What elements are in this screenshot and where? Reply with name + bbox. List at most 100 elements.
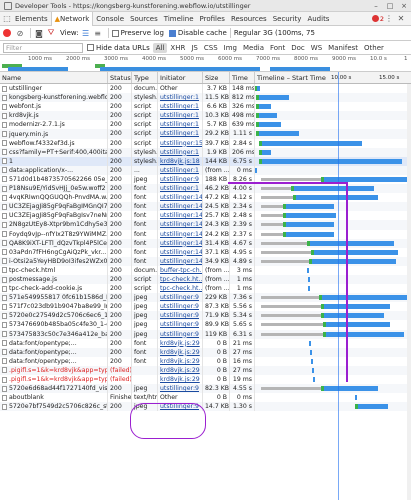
initiator-link[interactable]: utstillinger:1 [160, 130, 199, 138]
request-row[interactable]: data:application/x-... 200... utstillinger… [0, 165, 411, 175]
request-row[interactable]: 5720e0c27549d2c5706c6ec6_1-i... 200 jpeg ut… [0, 311, 411, 321]
request-row[interactable]: data:font/opentype;... 200 font krd8vjk.js:… [0, 356, 411, 366]
initiator-link[interactable]: utstillinger:14 [160, 257, 203, 265]
camera-icon[interactable]: ◙ [35, 28, 43, 38]
request-row[interactable]: QA8K9iXT-LFTl_dQzvTkpl4P5lCex... 200 font u… [0, 238, 411, 248]
initiator-link[interactable]: tpc-check.ht... [160, 275, 203, 283]
disable-cache-checkbox[interactable] [168, 29, 176, 37]
initiator-link[interactable]: tpc-check.ht... [160, 285, 203, 293]
filter-type-other[interactable]: Other [364, 43, 384, 52]
initiator-link[interactable]: utstillinger:14 [160, 203, 203, 211]
col-initiator[interactable]: Initiator [158, 72, 203, 83]
initiator-link[interactable]: krd8vjk.js:29 [160, 339, 200, 347]
initiator-link[interactable]: utstillinger:14 [160, 212, 203, 220]
request-row[interactable]: 571d0d1b4873570562266 05e_Er...200jpegut… [0, 174, 411, 185]
tab-profiles[interactable]: Profiles [199, 14, 225, 23]
request-row[interactable]: 5720e7bf7549d2c5706c826c_sta... 200 jpeg ut… [0, 402, 411, 412]
throttling-select[interactable]: Regular 3G (100ms, 75 [233, 29, 315, 37]
initiator-link[interactable]: utstillinger:9 [160, 385, 199, 393]
initiator-link[interactable]: utstillinger:1 [160, 94, 199, 102]
tab-elements[interactable]: Elements [15, 14, 48, 23]
initiator-link[interactable]: utstillinger:14 [160, 194, 203, 202]
close-button[interactable]: × [401, 1, 407, 10]
request-row[interactable]: modernizr-2.7.1.js 200 script utstillinger:… [0, 120, 411, 130]
initiator-link[interactable]: utstillinger:15 [160, 139, 203, 147]
request-row[interactable]: P18Nsu9E/YidSvHJj_0e5w.woff2 200 font utsti… [0, 184, 411, 194]
waterfall-view-icon[interactable]: ≡ [94, 28, 101, 38]
request-list-scrollbar[interactable] [407, 84, 411, 500]
tab-security[interactable]: Security [272, 14, 302, 23]
element-picker-icon[interactable]: ⬚ [3, 14, 11, 23]
initiator-link[interactable]: utstillinger:9 [160, 321, 199, 329]
request-row[interactable]: .pigifl.s=1&k=krd8vjk&app=type... (failed… [0, 365, 411, 375]
filter-type-all[interactable]: All [152, 42, 168, 53]
col-size[interactable]: Size [203, 72, 230, 83]
initiator-link[interactable]: utstillinger:9 [160, 312, 199, 320]
maximize-button[interactable]: □ [386, 1, 394, 10]
request-row[interactable]: css?family=PT+Serif:400,400ital... 200 sty… [0, 147, 411, 157]
filter-type-ws[interactable]: WS [310, 43, 323, 52]
filter-type-js[interactable]: JS [191, 43, 198, 52]
record-icon[interactable] [3, 29, 11, 37]
filter-input[interactable]: Filter [3, 42, 83, 53]
filter-type-media[interactable]: Media [242, 43, 264, 52]
tab-sources[interactable]: Sources [130, 14, 158, 23]
col-time[interactable]: Time [230, 72, 255, 83]
request-row[interactable]: jquery.min.js 200 script utstillinger:1 29.2… [0, 129, 411, 139]
initiator-link[interactable]: krd8vjk.js:18 [160, 157, 200, 165]
tab-console[interactable]: Console [96, 14, 125, 23]
request-row[interactable]: 03aPdn7fFH6ngCgAiQzPk_vkr... 200 font utsti… [0, 247, 411, 257]
initiator-link[interactable]: krd8vjk.js:29 [160, 348, 200, 356]
request-row[interactable]: 2N8gzUtEy8-Xtpr9bm1Cdhy5e3... 200 font utst… [0, 220, 411, 230]
initiator-link[interactable]: krd8vjk.js:29 [160, 366, 200, 374]
request-row[interactable]: data:font/opentype;... 200 font krd8vjk.js:… [0, 347, 411, 357]
overview-timeline[interactable]: 1000 ms 2000 ms 3000 ms 4000 ms 5000 ms … [0, 55, 411, 72]
close-devtools-icon[interactable]: ✕ [397, 14, 405, 23]
initiator-link[interactable]: utstillinger:14 [160, 221, 203, 229]
clear-icon[interactable]: ⊘ [16, 28, 24, 38]
initiator-link[interactable]: utstillinger:9 [160, 175, 199, 183]
filter-icon[interactable]: ⛛ [47, 28, 55, 37]
initiator-link[interactable]: utstillinger:1 [160, 185, 199, 193]
initiator-link[interactable]: krd8vjk.js:29 [160, 376, 200, 383]
request-row[interactable]: webfont.js 200 script utstillinger:1 6.6 KB 3… [0, 102, 411, 112]
settings-menu-icon[interactable]: ⋮ [385, 14, 393, 23]
filter-type-img[interactable]: Img [223, 43, 237, 52]
filter-type-manifest[interactable]: Manifest [328, 43, 359, 52]
request-row[interactable]: 573476690b485ba05c4fe30_1-e... 200 jpeg uts… [0, 320, 411, 330]
request-row[interactable]: kongsberg-kunstforening.webflo... 200 styl… [0, 93, 411, 103]
request-row[interactable]: postmessage.js 200 script tpc-check.ht... (f… [0, 274, 411, 285]
initiator-link[interactable]: utstillinger:1 [160, 121, 199, 129]
request-row[interactable]: 571f7c023db91b9047ba8e99_Inc...200jpegut… [0, 302, 411, 312]
request-row[interactable]: webflow.f4332ef3d.js 200 script utstillinge… [0, 138, 411, 148]
initiator-link[interactable]: buffer-tpc-ch... [160, 266, 203, 274]
tab-audits[interactable]: Audits [307, 14, 330, 23]
request-row[interactable]: 5720e6d68ad44f1727140fd_vis... 200 jpeg uts… [0, 384, 411, 394]
initiator-link[interactable]: utstillinger:14 [160, 248, 203, 256]
filter-type-css[interactable]: CSS [203, 43, 218, 52]
initiator-link[interactable]: utstillinger:9 [160, 403, 199, 411]
request-row[interactable]: 573475833c50c7e346a412e_ba... 200 jpeg utst… [0, 329, 411, 339]
request-row[interactable]: tpc-check.html200docum...buffer-tpc-ch..… [0, 265, 411, 275]
initiator-link[interactable]: utstillinger:1 [160, 103, 199, 111]
request-row[interactable]: data:font/opentype;... 200 font krd8vjk.js:… [0, 338, 411, 348]
filter-type-doc[interactable]: Doc [291, 43, 305, 52]
initiator-link[interactable]: utstillinger:14 [160, 239, 203, 247]
col-waterfall[interactable]: Timeline – Start Time 10.00 s 15.00 s [257, 74, 400, 82]
filter-type-font[interactable]: Font [270, 43, 286, 52]
filter-type-xhr[interactable]: XHR [170, 43, 186, 52]
request-row[interactable]: tpc-check-add-cookie.js 200 script tpc-chec… [0, 284, 411, 294]
col-name[interactable]: Name [0, 72, 108, 83]
initiator-link[interactable]: utstillinger:9 [160, 294, 199, 302]
tab-network[interactable]: ▲Network [50, 11, 94, 26]
request-row[interactable]: UC3ZEjagJi85gF9qFaBgIsv7neNn... 200 font ut… [0, 211, 411, 221]
tab-timeline[interactable]: Timeline [163, 14, 194, 23]
col-status[interactable]: Status [110, 72, 132, 83]
error-count-badge[interactable]: 2 [371, 15, 384, 23]
initiator-link[interactable]: utstillinger:14 [160, 230, 203, 238]
request-row[interactable]: .pigifl.s=1&k=krd8vjk&app=type... (failed… [0, 375, 411, 385]
hide-data-urls-checkbox[interactable] [87, 44, 94, 51]
